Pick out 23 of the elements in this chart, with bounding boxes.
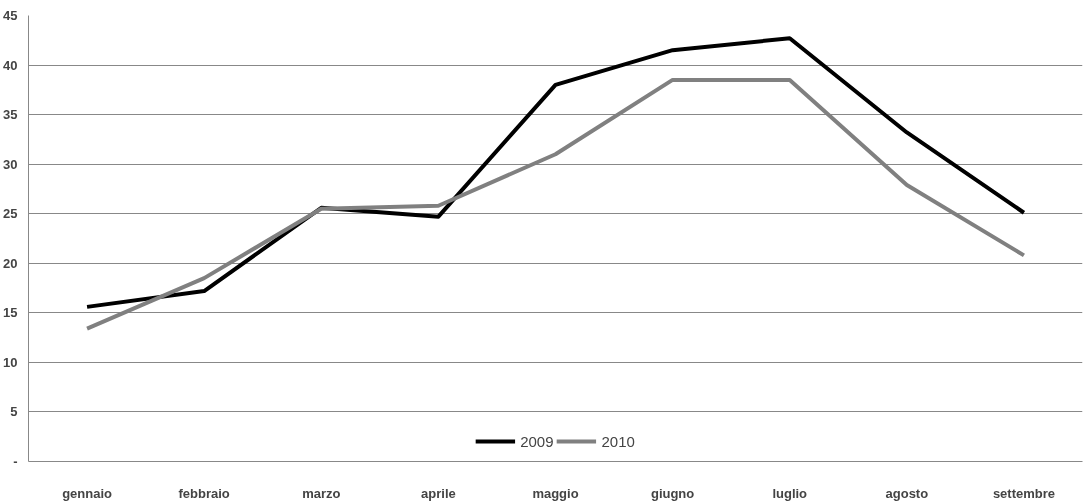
y-tick-label: 15 — [3, 305, 18, 321]
y-tick-label: - — [13, 454, 18, 469]
y-tick-label: 5 — [10, 404, 18, 420]
y-tick-label: 30 — [3, 156, 18, 172]
y-tick-label: 35 — [3, 107, 18, 123]
x-tick-label: aprile — [421, 485, 456, 501]
legend-label: 2010 — [601, 432, 635, 450]
x-tick-label: giugno — [650, 485, 695, 501]
x-tick-label: maggio — [532, 485, 579, 501]
x-tick-label: settembre — [992, 485, 1056, 501]
line-series — [85, 36, 1026, 309]
x-tick-label: gennaio — [62, 485, 113, 501]
y-tick-label: 20 — [3, 255, 18, 271]
y-tick-label: 10 — [3, 354, 18, 370]
x-tick-label: febbraio — [178, 485, 230, 501]
y-tick-label: 45 — [3, 8, 18, 23]
y-tick-label: 25 — [3, 206, 18, 222]
x-tick-label: marzo — [302, 485, 341, 501]
legend-label: 2009 — [520, 432, 554, 450]
line-series — [85, 77, 1026, 331]
y-tick-label: 40 — [3, 57, 18, 73]
x-tick-label: luglio — [772, 485, 808, 501]
x-tick-label: agosto — [885, 485, 929, 501]
